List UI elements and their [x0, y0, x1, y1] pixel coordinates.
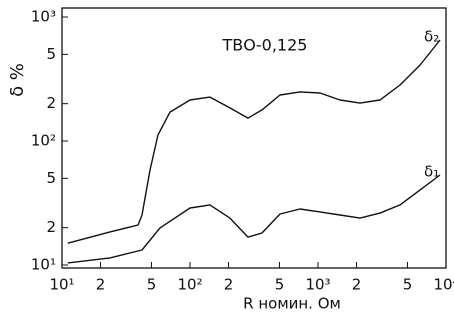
series-line [67, 39, 441, 244]
y-tick-label: 5 [46, 169, 56, 187]
x-tick-label: 5 [403, 276, 413, 294]
series-line [67, 174, 441, 264]
series-label: δ₁ [424, 162, 439, 180]
x-tick-label: 10¹ [49, 276, 74, 294]
y-tick-label: 10² [31, 132, 56, 150]
y-tick-label: 2 [46, 94, 56, 112]
x-tick-label: 5 [147, 276, 157, 294]
x-tick-label: 10² [177, 276, 202, 294]
x-tick-label: 10⁴ [433, 276, 454, 294]
y-axis-label: δ % [7, 63, 28, 97]
series-label: δ₂ [424, 27, 439, 45]
plot-frame [61, 7, 447, 269]
x-tick-label: 5 [275, 276, 285, 294]
y-tick-label: 5 [46, 45, 56, 63]
y-tick-label: 10¹ [31, 256, 56, 274]
x-tick-label: 2 [352, 276, 362, 294]
y-tick-label: 2 [46, 218, 56, 236]
x-tick-label: 2 [96, 276, 106, 294]
x-tick-label: 2 [224, 276, 234, 294]
x-axis-label: R номин. Ом [243, 295, 341, 313]
y-tick-label: 10³ [31, 8, 56, 26]
chart-title: ТВО-0,125 [222, 36, 308, 55]
x-tick-label: 10³ [305, 276, 330, 294]
